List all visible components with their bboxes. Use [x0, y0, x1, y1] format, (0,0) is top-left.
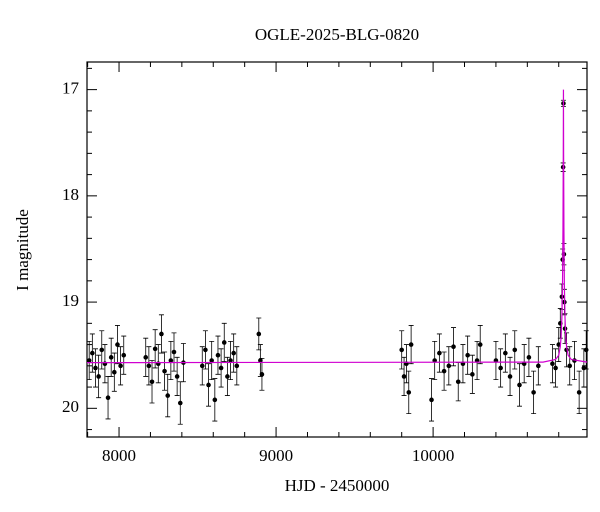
- data-point: [446, 363, 452, 369]
- data-point: [477, 342, 483, 347]
- data-point: [162, 368, 167, 374]
- data-point: [231, 350, 236, 356]
- x-tick-label: 9000: [259, 446, 293, 465]
- data-point: [177, 400, 183, 406]
- x-tick-label: 10000: [412, 446, 455, 465]
- y-tick-label: 18: [62, 185, 79, 204]
- y-tick-label: 17: [62, 79, 80, 98]
- data-point: [517, 382, 522, 388]
- data-point: [118, 363, 123, 369]
- data-point: [553, 365, 558, 371]
- data-point: [536, 363, 541, 369]
- data-point: [108, 355, 114, 360]
- data-point: [149, 379, 155, 385]
- data-point: [168, 358, 174, 363]
- data-point: [576, 390, 582, 395]
- data-point: [259, 372, 265, 377]
- data-point: [105, 395, 111, 400]
- data-point: [408, 342, 414, 347]
- data-point: [437, 350, 442, 356]
- data-point: [507, 374, 513, 379]
- data-point: [455, 379, 461, 385]
- data-point: [199, 363, 205, 369]
- data-point: [526, 355, 532, 360]
- data-point: [112, 369, 117, 375]
- data-point: [451, 344, 456, 350]
- data-point: [234, 363, 240, 369]
- data-point: [512, 347, 518, 353]
- data-point: [401, 374, 407, 379]
- y-tick-label: 20: [62, 397, 79, 416]
- data-point: [215, 352, 221, 358]
- data-point: [256, 331, 262, 337]
- data-point: [470, 372, 475, 377]
- data-point: [581, 365, 587, 371]
- data-point: [159, 331, 164, 337]
- data-point: [152, 346, 158, 352]
- data-point: [567, 363, 573, 369]
- chart-title: OGLE-2025-BLG-0820: [255, 25, 419, 44]
- x-axis-label: HJD - 2450000: [285, 476, 390, 495]
- data-point: [550, 361, 555, 366]
- data-point: [99, 347, 105, 353]
- data-point: [171, 349, 177, 355]
- plot-frame: [86, 61, 588, 438]
- data-point: [209, 358, 214, 363]
- data-point: [399, 347, 404, 353]
- data-point: [93, 365, 98, 371]
- data-point: [441, 368, 447, 374]
- data-point: [228, 358, 233, 363]
- data-point: [174, 374, 180, 379]
- x-tick-label: 8000: [102, 446, 136, 465]
- data-point: [465, 352, 470, 358]
- y-axis-label: I magnitude: [13, 209, 32, 291]
- model-curve: [86, 89, 588, 364]
- data-point: [212, 397, 218, 403]
- data-point: [90, 350, 95, 356]
- data-point: [115, 342, 120, 347]
- data-point: [121, 352, 127, 358]
- data-point: [96, 374, 101, 379]
- data-point: [225, 374, 230, 379]
- y-tick-label: 19: [62, 291, 79, 310]
- data-point: [503, 350, 508, 356]
- data-point: [165, 393, 171, 398]
- data-point: [146, 363, 152, 369]
- data-point: [206, 382, 211, 388]
- data-point: [583, 347, 589, 353]
- data-point: [429, 397, 434, 403]
- data-point: [498, 365, 503, 371]
- data-point: [258, 358, 263, 363]
- data-point: [143, 355, 149, 360]
- data-point: [221, 340, 227, 345]
- data-point: [218, 365, 224, 371]
- data-point: [531, 390, 536, 395]
- data-point: [406, 390, 412, 395]
- data-point: [203, 347, 208, 353]
- data-point: [86, 358, 92, 363]
